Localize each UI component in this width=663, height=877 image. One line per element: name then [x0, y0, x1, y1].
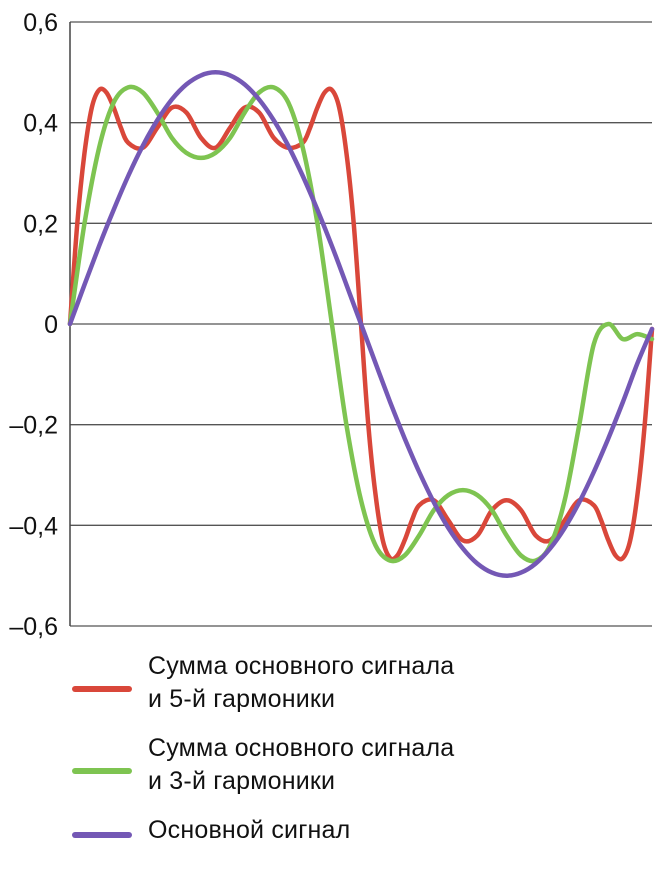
legend-label-line: Основной сигнал [148, 816, 351, 844]
y-tick-label: 0,2 [23, 210, 58, 238]
legend-swatch-purple [72, 832, 132, 838]
grid-lines [70, 21, 652, 627]
y-tick-label: –0,6 [9, 613, 58, 640]
y-tick-label: –0,2 [9, 412, 58, 440]
legend-swatch-green [72, 768, 132, 774]
legend-item-fifth-harmonic: Сумма основного сигнала и 5-й гармоники [70, 650, 650, 732]
y-tick-label: –0,4 [9, 512, 58, 540]
series-line-fundamental [67, 70, 655, 578]
series-layer [67, 70, 655, 578]
legend-item-third-harmonic: Сумма основного сигнала и 3-й гармоники [70, 732, 650, 814]
series-line-third-harmonic [67, 84, 655, 564]
y-tick-label: 0,6 [23, 9, 58, 37]
legend-label-line: Сумма основного сигнала [148, 734, 455, 762]
legend: Сумма основного сигнала и 5-й гармоники … [70, 650, 650, 864]
legend-swatch-red [72, 686, 132, 692]
legend-item-fundamental: Основной сигнал [70, 814, 650, 864]
legend-label-line: и 3-й гармоники [148, 767, 336, 795]
legend-label: Сумма основного сигнала и 5-й гармоники [148, 650, 454, 716]
legend-label-line: Сумма основного сигнала [148, 652, 455, 680]
legend-label: Основной сигнал [148, 814, 350, 847]
y-tick-labels: 0,6 0,4 0,2 0 –0,2 –0,4 –0,6 [9, 9, 58, 640]
y-tick-label: 0,4 [23, 110, 58, 138]
legend-label: Сумма основного сигнала и 3-й гармоники [148, 732, 454, 798]
chart: 0,6 0,4 0,2 0 –0,2 –0,4 –0,6 [9, 9, 655, 640]
legend-label-line: и 5-й гармоники [148, 685, 336, 713]
y-tick-label: 0 [44, 311, 58, 339]
